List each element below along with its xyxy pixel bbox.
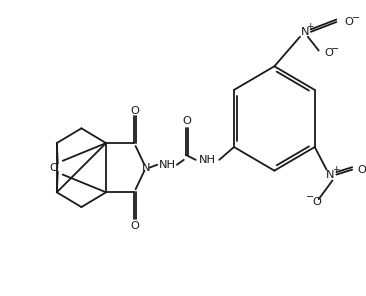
Text: O: O <box>324 49 333 59</box>
Text: N: N <box>326 170 335 180</box>
Text: NH: NH <box>158 160 176 170</box>
Text: O: O <box>49 163 58 173</box>
Text: O: O <box>345 17 354 27</box>
Text: +: + <box>332 165 339 174</box>
Text: O: O <box>312 197 321 207</box>
Text: O: O <box>130 106 139 116</box>
Text: −: − <box>331 44 340 54</box>
Text: N: N <box>142 163 151 173</box>
Text: N: N <box>300 27 309 37</box>
Text: NH: NH <box>199 155 216 165</box>
Text: −: − <box>306 192 314 202</box>
Text: +: + <box>306 22 314 31</box>
Text: O: O <box>130 221 139 231</box>
Text: O: O <box>182 116 191 126</box>
Text: O: O <box>358 165 366 175</box>
Text: −: − <box>352 13 360 23</box>
